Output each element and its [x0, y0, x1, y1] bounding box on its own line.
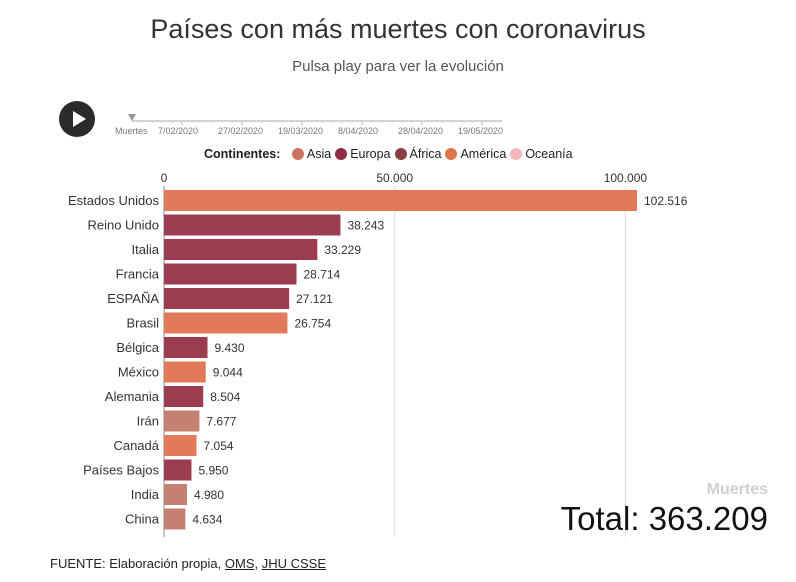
source-link-oms[interactable]: OMS [224, 556, 255, 571]
category-label: Italia [132, 242, 160, 257]
legend-swatch [291, 148, 304, 160]
play-icon [73, 111, 86, 127]
metric-label: Muertes [706, 481, 768, 498]
category-label: China [125, 512, 160, 527]
legend: Continentes: Asia Europa África América Ocea… [204, 147, 577, 161]
play-button[interactable] [59, 101, 95, 137]
bar[interactable] [164, 386, 204, 407]
bar[interactable] [164, 214, 341, 236]
legend-swatch [510, 148, 523, 160]
timeline-label: Muertes [115, 126, 148, 136]
category-label: Canadá [113, 438, 159, 453]
source-link-jhu[interactable]: JHU CSSE [261, 556, 327, 571]
legend-label: África [409, 147, 442, 161]
legend-swatch [445, 148, 458, 160]
legend-label: Europa [350, 147, 391, 161]
value-label: 102.516 [644, 194, 688, 208]
total-count: Total: 363.209 [560, 500, 768, 537]
bar[interactable] [164, 508, 186, 530]
category-label: Países Bajos [83, 463, 159, 478]
category-label: Brasil [126, 316, 159, 331]
bar[interactable] [164, 410, 200, 432]
category-label: Alemania [105, 389, 160, 404]
bar[interactable] [164, 484, 187, 505]
category-label: India [131, 487, 160, 502]
timeline-date-label: 27/02/2020 [218, 126, 264, 136]
bar[interactable] [164, 312, 288, 334]
legend-title: Continentes: [204, 147, 281, 161]
value-label: 8.504 [210, 390, 240, 404]
timeline-date-label: 19/03/2020 [278, 126, 324, 136]
source-prefix: FUENTE: Elaboración propia, [50, 556, 222, 571]
timeline-date-label: 8/04/2020 [338, 126, 379, 136]
bar[interactable] [164, 337, 208, 358]
category-label: ESPAÑA [107, 291, 159, 306]
category-label: Estados Unidos [68, 193, 160, 208]
legend-item[interactable]: América [445, 147, 506, 161]
timeline-date-label: 7/02/2020 [158, 126, 199, 136]
source-note: FUENTE: Elaboración propia, OMS, JHU CSS… [50, 556, 327, 571]
value-label: 26.754 [294, 317, 331, 331]
legend-swatch [394, 148, 407, 160]
bar[interactable] [164, 263, 297, 285]
legend-label: América [460, 147, 507, 161]
timeline-date-label: 28/04/2020 [398, 126, 444, 136]
legend-item[interactable]: Europa [335, 147, 391, 161]
value-label: 7.677 [206, 415, 236, 429]
legend-label: Oceanía [525, 147, 573, 161]
bar[interactable] [164, 239, 318, 260]
value-label: 38.243 [347, 219, 384, 233]
value-label: 27.121 [296, 292, 333, 306]
bar[interactable] [164, 459, 192, 481]
value-label: 7.054 [204, 439, 234, 453]
x-tick-label: 0 [161, 171, 168, 185]
bar[interactable] [164, 361, 206, 383]
bar[interactable] [164, 190, 637, 211]
chart-subtitle: Pulsa play para ver la evolución [292, 58, 504, 75]
x-tick-label: 100.000 [604, 171, 648, 185]
bar[interactable] [164, 435, 197, 456]
legend-item[interactable]: Asia [291, 147, 332, 161]
category-label: Irán [137, 414, 159, 429]
value-label: 28.714 [303, 268, 340, 282]
category-label: Bélgica [116, 340, 159, 355]
value-label: 4.980 [194, 488, 224, 502]
value-label: 9.044 [213, 366, 243, 380]
bar[interactable] [164, 288, 290, 309]
x-tick-label: 50.000 [376, 171, 413, 185]
value-label: 9.430 [215, 341, 245, 355]
value-label: 5.950 [198, 464, 228, 478]
legend-swatch [335, 148, 348, 160]
value-label: 4.634 [192, 513, 222, 527]
legend-label: Asia [306, 147, 332, 161]
timeline-date-label: 19/05/2020 [458, 126, 504, 136]
chart-title: Países con más muertes con coronavirus [150, 14, 646, 44]
category-label: México [118, 365, 159, 380]
category-label: Francia [116, 267, 160, 282]
category-label: Reino Unido [87, 218, 159, 233]
legend-item[interactable]: Oceanía [510, 147, 573, 161]
legend-item[interactable]: África [394, 147, 442, 161]
value-label: 33.229 [324, 243, 361, 257]
bar-chart: 0 50.000 100.000 Estados Unidos 102.516 Reino… [68, 171, 688, 537]
